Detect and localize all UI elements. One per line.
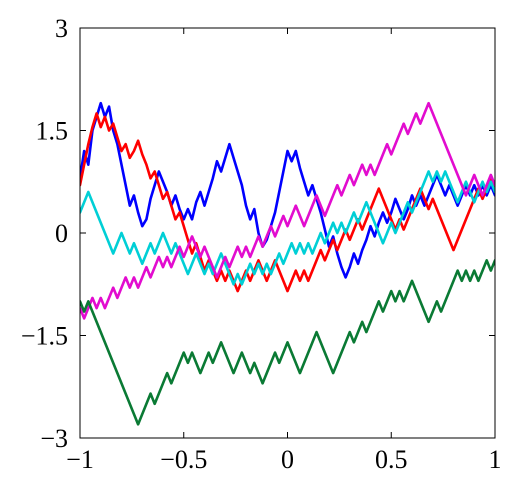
y-tick-label: 3	[55, 14, 68, 43]
x-tick-label: 1	[489, 445, 502, 474]
y-tick-label: −3	[40, 424, 68, 453]
x-tick-label: −0.5	[160, 445, 207, 474]
x-tick-label: −1	[66, 445, 94, 474]
x-tick-label: 0.5	[375, 445, 408, 474]
y-tick-label: −1.5	[21, 322, 68, 351]
line-chart: −1 −0.5 0 0.5 1 −3 −1.5 0 1.5 3	[0, 0, 532, 504]
y-tick-label: 0	[55, 219, 68, 248]
chart-svg: −1 −0.5 0 0.5 1 −3 −1.5 0 1.5 3	[0, 0, 532, 504]
y-tick-label: 1.5	[36, 117, 69, 146]
x-tick-label: 0	[281, 445, 294, 474]
